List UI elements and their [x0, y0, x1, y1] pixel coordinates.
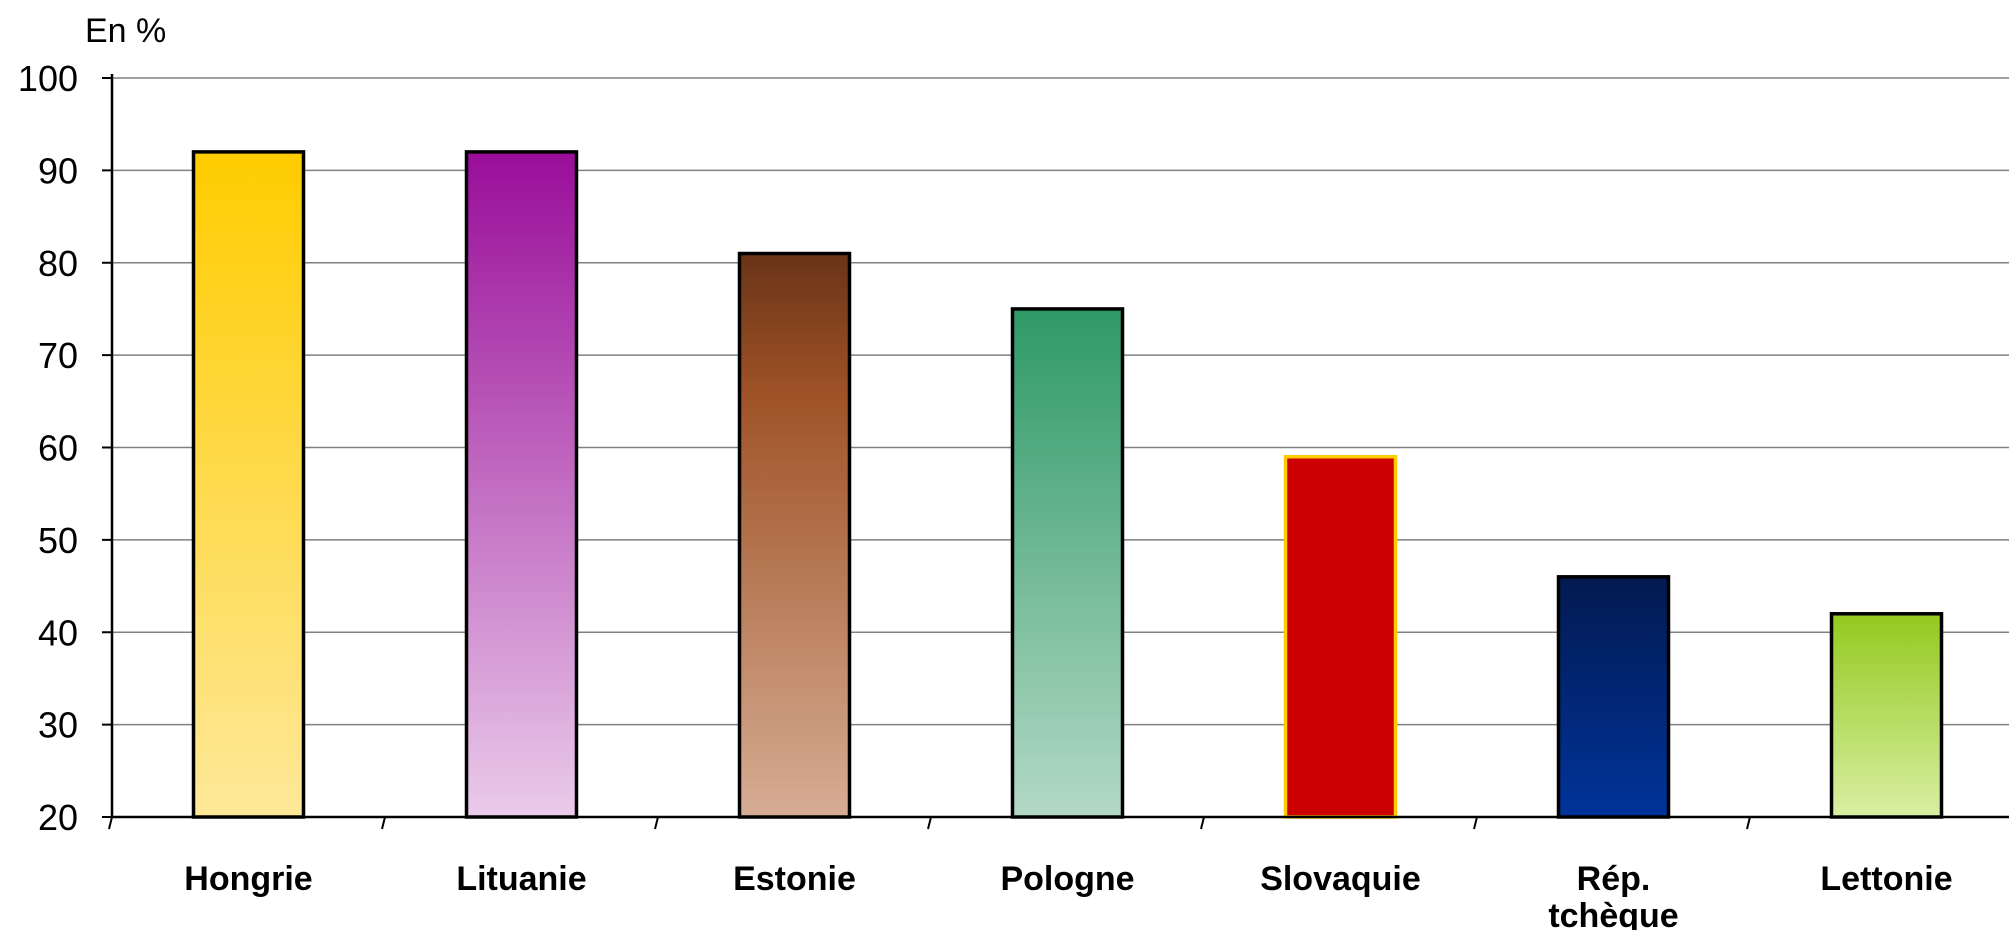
- bar-hongrie: [191, 150, 306, 819]
- bar-pologne: [1010, 307, 1125, 819]
- x-tick-label: Pologne: [1000, 860, 1134, 898]
- bar-estonie: [737, 251, 852, 819]
- x-tick-mark: [1200, 816, 1205, 830]
- y-axis-unit-label: En %: [85, 12, 166, 50]
- y-tick-label: 80: [38, 243, 78, 284]
- x-tick-mark: [1473, 816, 1478, 830]
- y-tick-label: 100: [18, 58, 78, 99]
- axes: [110, 74, 2009, 819]
- y-tick-label: 90: [38, 150, 78, 191]
- x-tick-mark: [654, 816, 659, 830]
- x-tick-mark: [1746, 816, 1751, 830]
- x-tick-mark: [381, 816, 386, 830]
- x-tick-mark: [927, 816, 932, 830]
- bars: [191, 150, 1944, 819]
- x-tick-label: Estonie: [733, 860, 856, 898]
- bar-r-p-tch-que: [1556, 575, 1671, 819]
- y-tick-label: 70: [38, 335, 78, 376]
- x-tick-label: Hongrie: [184, 860, 312, 898]
- x-tick-label: tchèque: [1548, 897, 1678, 930]
- bar-lituanie: [464, 150, 579, 819]
- bar-lettonie: [1829, 612, 1944, 819]
- x-tick-label: Slovaquie: [1260, 860, 1421, 898]
- x-tick-mark: [108, 816, 113, 830]
- x-axis-ticks: Hongrie Lituanie Estonie Pologne Slovaquie Ré…: [108, 816, 1953, 930]
- x-tick-label: Rép.: [1577, 860, 1651, 898]
- y-axis-ticks: 20 30 40 50 60 70 80 90 100: [18, 58, 112, 838]
- y-tick-label: 30: [38, 705, 78, 746]
- x-tick-label: Lettonie: [1820, 860, 1952, 898]
- y-tick-label: 20: [38, 797, 78, 838]
- bar-slovaquie: [1283, 454, 1398, 819]
- x-tick-label: Lituanie: [456, 860, 586, 898]
- y-tick-label: 50: [38, 520, 78, 561]
- y-tick-label: 40: [38, 612, 78, 653]
- y-tick-label: 60: [38, 428, 78, 469]
